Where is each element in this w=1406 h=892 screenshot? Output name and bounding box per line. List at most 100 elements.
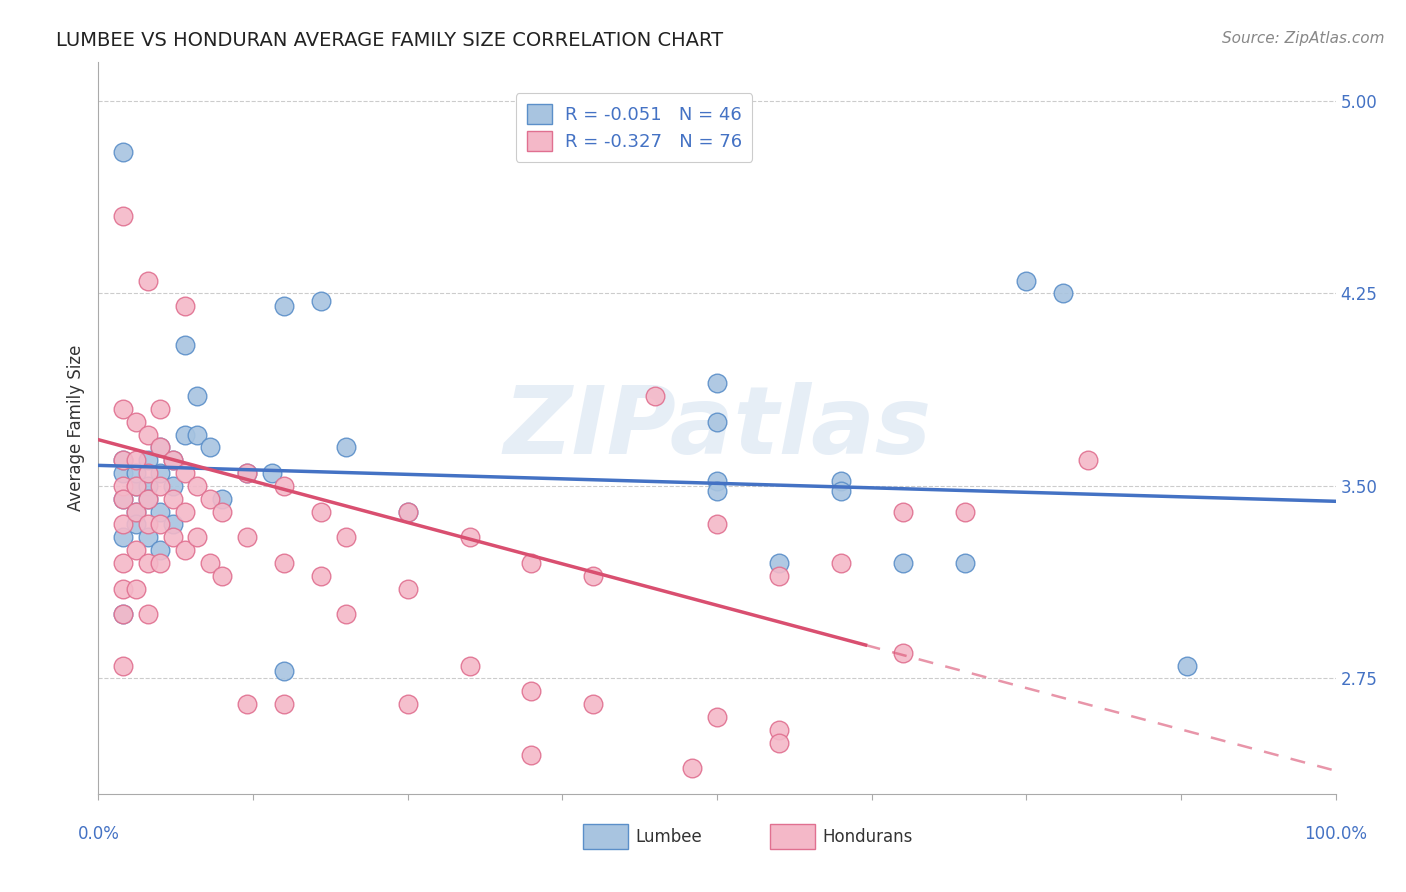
Point	[953, 505, 976, 519]
Point	[112, 556, 135, 570]
Point	[112, 582, 135, 596]
Point	[891, 556, 914, 570]
Point	[681, 838, 703, 853]
Point	[136, 427, 159, 442]
Point	[112, 479, 135, 493]
Point	[236, 466, 259, 480]
Point	[1077, 453, 1099, 467]
Point	[335, 441, 357, 455]
Point	[149, 441, 172, 455]
Text: 100.0%: 100.0%	[1305, 825, 1367, 843]
Point	[112, 453, 135, 467]
Point	[273, 556, 295, 570]
Point	[136, 517, 159, 532]
Text: Lumbee: Lumbee	[636, 828, 702, 846]
Point	[149, 466, 172, 480]
Point	[136, 491, 159, 506]
Point	[396, 697, 419, 711]
Point	[112, 530, 135, 544]
Point	[706, 483, 728, 498]
Point	[149, 517, 172, 532]
Point	[396, 505, 419, 519]
Point	[162, 491, 184, 506]
Point	[124, 505, 146, 519]
Point	[136, 607, 159, 622]
Point	[236, 530, 259, 544]
Point	[198, 491, 221, 506]
Point	[706, 710, 728, 724]
Point	[149, 505, 172, 519]
Point	[1175, 658, 1198, 673]
Point	[149, 441, 172, 455]
Point	[953, 556, 976, 570]
Point	[112, 607, 135, 622]
Point	[124, 582, 146, 596]
Point	[198, 441, 221, 455]
Point	[198, 556, 221, 570]
Point	[273, 697, 295, 711]
Point	[162, 479, 184, 493]
Point	[582, 697, 605, 711]
Point	[112, 491, 135, 506]
Point	[112, 466, 135, 480]
Point	[186, 427, 208, 442]
Point	[706, 517, 728, 532]
Text: Hondurans: Hondurans	[823, 828, 912, 846]
Point	[768, 723, 790, 737]
Point	[112, 210, 135, 224]
Point	[1015, 274, 1038, 288]
Point	[186, 530, 208, 544]
Point	[174, 505, 197, 519]
Point	[174, 543, 197, 558]
Y-axis label: Average Family Size: Average Family Size	[67, 345, 86, 511]
Legend: R = -0.051   N = 46, R = -0.327   N = 76: R = -0.051 N = 46, R = -0.327 N = 76	[516, 94, 752, 162]
Point	[706, 376, 728, 391]
Point	[136, 491, 159, 506]
Point	[162, 453, 184, 467]
Point	[162, 453, 184, 467]
Point	[830, 483, 852, 498]
Point	[520, 556, 543, 570]
Point	[768, 735, 790, 749]
Point	[124, 479, 146, 493]
Point	[112, 658, 135, 673]
Point	[174, 337, 197, 351]
Point	[136, 479, 159, 493]
Point	[112, 145, 135, 160]
Point	[136, 466, 159, 480]
Point	[309, 505, 332, 519]
Point	[112, 491, 135, 506]
Point	[706, 474, 728, 488]
Text: 0.0%: 0.0%	[77, 825, 120, 843]
Point	[136, 453, 159, 467]
Point	[309, 294, 332, 309]
Point	[582, 568, 605, 582]
Point	[112, 607, 135, 622]
Point	[768, 556, 790, 570]
Point	[186, 389, 208, 403]
Point	[124, 415, 146, 429]
Point	[136, 556, 159, 570]
Point	[236, 466, 259, 480]
Point	[891, 505, 914, 519]
Point	[211, 505, 233, 519]
Point	[186, 479, 208, 493]
Point	[124, 479, 146, 493]
Point	[644, 389, 666, 403]
Point	[891, 646, 914, 660]
Point	[335, 607, 357, 622]
Point	[396, 505, 419, 519]
Point	[112, 517, 135, 532]
Point	[236, 697, 259, 711]
Point	[520, 748, 543, 763]
Text: ZIPatlas: ZIPatlas	[503, 382, 931, 475]
Point	[149, 401, 172, 416]
Point	[124, 505, 146, 519]
Point	[124, 453, 146, 467]
Point	[830, 474, 852, 488]
Point	[162, 517, 184, 532]
Text: LUMBEE VS HONDURAN AVERAGE FAMILY SIZE CORRELATION CHART: LUMBEE VS HONDURAN AVERAGE FAMILY SIZE C…	[56, 31, 723, 50]
Point	[124, 466, 146, 480]
Point	[124, 517, 146, 532]
Point	[162, 530, 184, 544]
